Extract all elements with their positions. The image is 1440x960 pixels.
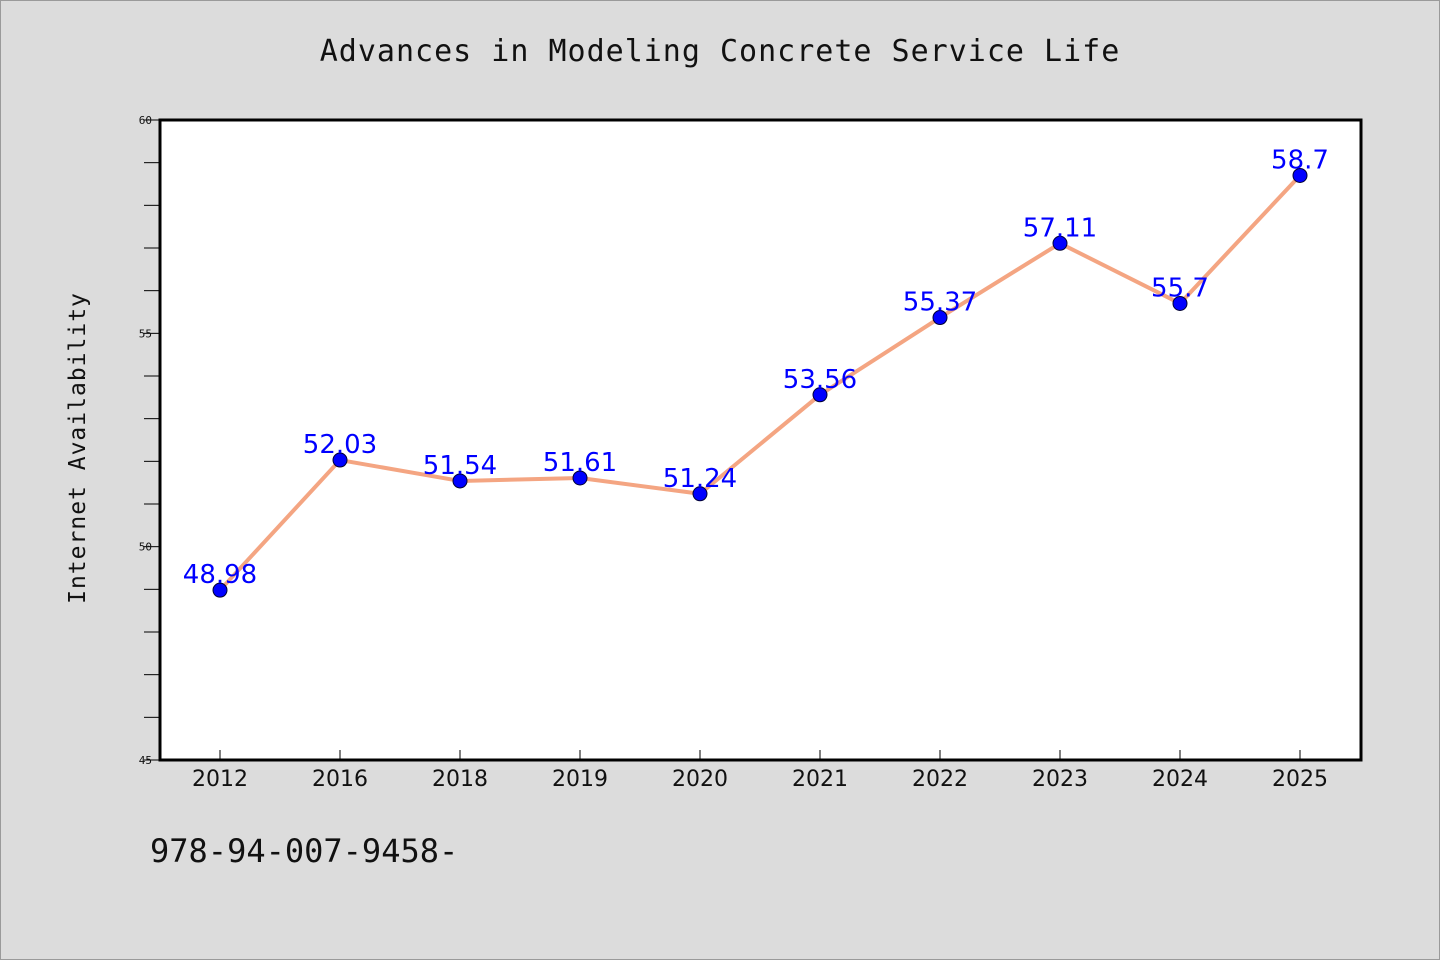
data-point-marker — [212, 582, 228, 598]
chart-title: Advances in Modeling Concrete Service Li… — [319, 34, 1121, 69]
y-tick-label: 45 — [139, 754, 152, 767]
data-label: 51.24 — [663, 464, 737, 494]
data-label: 48.98 — [183, 560, 257, 590]
x-tick-label: 2025 — [1272, 767, 1328, 792]
data-point-marker — [1052, 235, 1068, 251]
x-tick-label: 2018 — [432, 767, 488, 792]
y-axis-label: Internet Availability — [65, 292, 91, 604]
x-tick-label: 2023 — [1032, 767, 1088, 792]
data-label: 57.11 — [1023, 213, 1097, 243]
data-point-marker — [932, 310, 948, 326]
y-tick-label: 60 — [139, 114, 152, 127]
data-label: 52.03 — [303, 430, 377, 460]
x-tick-label: 2012 — [192, 767, 248, 792]
series-line-group — [212, 167, 1308, 598]
data-point-marker — [452, 473, 468, 489]
data-label: 55.7 — [1151, 273, 1209, 303]
y-tick-label: 50 — [139, 541, 152, 554]
data-point-marker — [692, 486, 708, 502]
data-point-marker — [812, 387, 828, 403]
x-tick-label: 2021 — [792, 767, 848, 792]
x-axis: 2012 2016 2018 2019 2020 2021 2022 2023 2024 2025 — [192, 750, 1328, 792]
x-tick-label: 2022 — [912, 767, 968, 792]
y-tick-label: 55 — [139, 327, 152, 340]
data-point-marker — [332, 452, 348, 468]
footer-note: 978-94-007-9458- — [150, 832, 459, 870]
data-label: 58.7 — [1271, 145, 1329, 175]
data-label: 51.61 — [543, 448, 617, 478]
data-label: 51.54 — [423, 451, 497, 481]
series-line — [218, 173, 1302, 593]
data-point-marker — [572, 470, 588, 486]
plot-area — [158, 118, 1363, 762]
x-tick-label: 2020 — [672, 767, 728, 792]
x-tick-label: 2016 — [312, 767, 368, 792]
y-axis: 45 50 55 60 — [139, 114, 160, 767]
data-labels: 48.98 52.03 51.54 51.61 51.24 53.56 55.37 57.11… — [183, 145, 1329, 590]
data-point-marker — [1172, 295, 1188, 311]
data-label: 53.56 — [783, 365, 857, 395]
data-point-marker — [1292, 167, 1308, 183]
x-tick-label: 2024 — [1152, 767, 1208, 792]
x-tick-label: 2019 — [552, 767, 608, 792]
data-label: 55.37 — [903, 288, 977, 318]
